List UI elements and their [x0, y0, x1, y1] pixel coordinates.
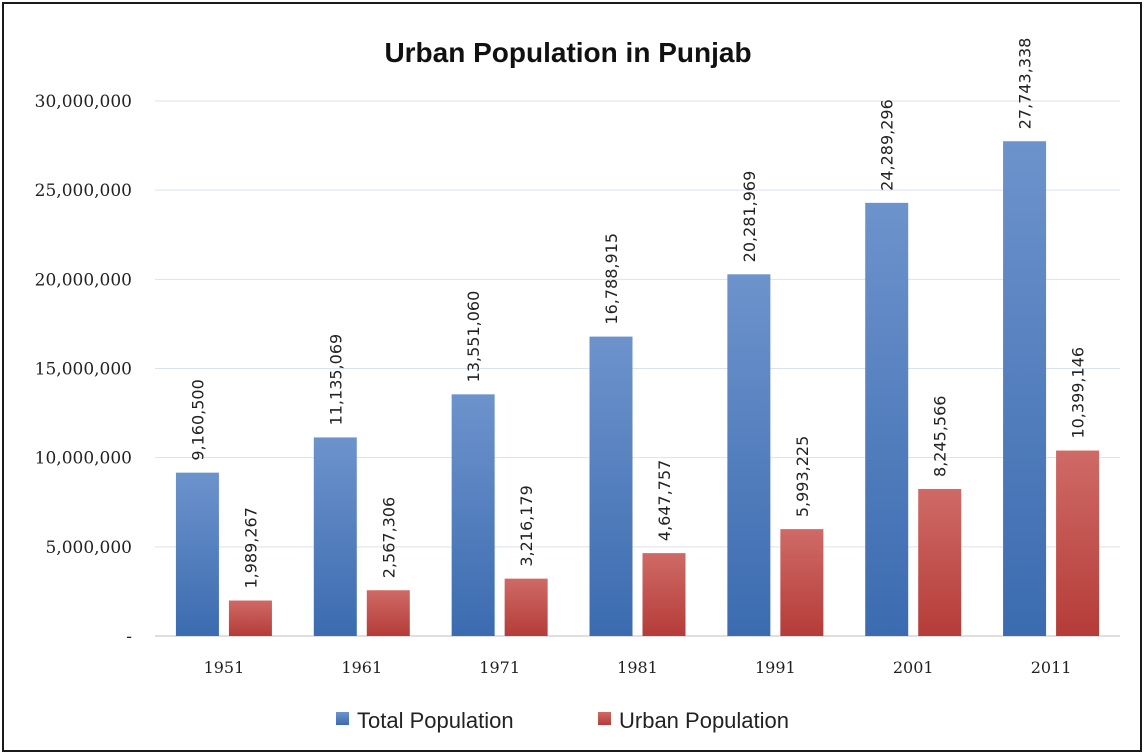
y-axis-ticks: - 5,000,000 10,000,000 15,000,000 20,000,000… — [35, 92, 132, 647]
x-axis-ticks: 1951 1961 1971 1981 1991 2001 2011 — [204, 658, 1072, 677]
bar-total-1951 — [175, 472, 219, 636]
y-tick-label: - — [126, 627, 132, 647]
y-tick-label: 20,000,000 — [35, 270, 132, 290]
bar-urban-1981 — [642, 553, 686, 636]
x-tick-label: 1991 — [755, 658, 796, 677]
bar-urban-2001 — [918, 488, 962, 636]
data-label: 13,551,060 — [464, 291, 483, 383]
bar-urban-2011 — [1056, 450, 1100, 636]
data-label: 24,289,296 — [878, 99, 897, 191]
bar-total-2001 — [865, 202, 909, 636]
gridlines — [155, 100, 1120, 637]
data-label: 11,135,069 — [326, 334, 345, 426]
legend: Total Population Urban Population — [336, 708, 789, 733]
legend-label: Urban Population — [619, 708, 789, 733]
data-labels: 9,160,500 1,989,267 11,135,069 2,567,306 13,… — [188, 38, 1087, 589]
bar-urban-1971 — [504, 578, 548, 636]
data-label: 1,989,267 — [241, 507, 260, 588]
legend-swatch-urban — [598, 712, 611, 725]
x-tick-label: 1981 — [617, 658, 658, 677]
bar-urban-1961 — [366, 590, 410, 636]
y-tick-label: 25,000,000 — [35, 181, 132, 201]
bar-total-1981 — [589, 336, 633, 636]
x-tick-label: 1971 — [479, 658, 520, 677]
bar-total-1971 — [451, 394, 495, 636]
data-label: 3,216,179 — [517, 485, 536, 566]
y-tick-label: 15,000,000 — [35, 360, 132, 380]
x-tick-label: 1961 — [341, 658, 382, 677]
x-tick-label: 2011 — [1031, 658, 1072, 677]
bars — [175, 141, 1100, 636]
y-tick-label: 5,000,000 — [45, 538, 132, 558]
y-tick-label: 10,000,000 — [35, 449, 132, 469]
data-label: 9,160,500 — [188, 379, 207, 460]
data-label: 16,788,915 — [602, 233, 621, 325]
chart-title: Urban Population in Punjab — [384, 37, 751, 68]
data-label: 5,993,225 — [793, 436, 812, 517]
bar-urban-1951 — [228, 600, 272, 636]
bar-total-1991 — [727, 274, 771, 636]
bar-total-2011 — [1003, 141, 1047, 636]
data-label: 4,647,757 — [655, 460, 674, 541]
bar-total-1961 — [313, 437, 357, 636]
data-label: 8,245,566 — [931, 396, 950, 477]
x-tick-label: 1951 — [204, 658, 245, 677]
data-label: 20,281,969 — [740, 171, 759, 263]
y-tick-label: 30,000,000 — [35, 92, 132, 112]
data-label: 27,743,338 — [1016, 38, 1035, 130]
data-label: 10,399,146 — [1069, 347, 1088, 439]
data-label: 2,567,306 — [379, 497, 398, 578]
x-tick-label: 2001 — [893, 658, 934, 677]
legend-swatch-total — [336, 712, 349, 725]
bar-urban-1991 — [780, 529, 824, 636]
legend-label: Total Population — [357, 708, 514, 733]
